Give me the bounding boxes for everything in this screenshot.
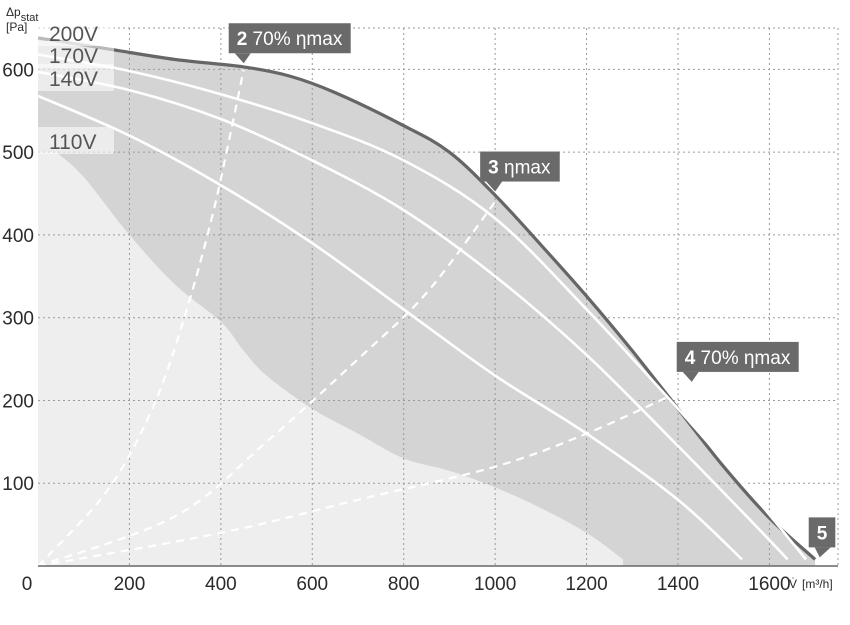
operating-line-2 <box>37 69 245 567</box>
curve-140v <box>37 70 789 561</box>
point-label-5: 5 <box>808 517 836 558</box>
voltage-label-bg <box>36 64 114 91</box>
voltage-label-bg <box>36 127 114 154</box>
point-caption: 70% ηmax <box>247 29 343 50</box>
voltage-curves <box>37 36 817 561</box>
y-label-main: Δp <box>6 5 21 19</box>
point-label-2: 2 70% ηmax <box>228 23 351 64</box>
operating-lines <box>37 69 679 568</box>
tick-labels: 0 200 400 600 800 1000 1200 1400 1600 100 200 300 40… <box>2 60 790 595</box>
x-tick-label: 0 <box>22 574 33 595</box>
point-number: 2 <box>237 29 248 50</box>
point-label-text: 3 ηmax <box>488 158 551 179</box>
x-tick-label: 800 <box>388 574 420 595</box>
y-axis-title: Δpstat [Pa] <box>6 5 38 34</box>
curve-200v <box>37 36 817 561</box>
point-label-box <box>676 341 799 372</box>
voltage-label-140v: 140V <box>49 68 98 91</box>
operating-line-3 <box>37 201 496 568</box>
point-caption: ηmax <box>499 158 551 179</box>
y-tick-label: 100 <box>2 474 34 495</box>
curve-110v <box>37 94 743 561</box>
point-label-box <box>480 151 560 182</box>
x-tick-label: 200 <box>114 574 146 595</box>
y-tick-label: 500 <box>2 143 34 164</box>
point-label-box <box>808 517 836 548</box>
x-axis-title: V̇ [m³/h] <box>789 577 833 591</box>
point-labels: 2 70% ηmax 3 ηmax 4 70% ηmax 5 <box>228 23 836 558</box>
point-label-text: 2 70% ηmax <box>237 29 343 50</box>
y-axis-label: Δpstat <box>6 5 38 24</box>
x-tick-label: 1600 <box>748 574 790 595</box>
low-voltage-area <box>38 152 624 566</box>
point-label-pointer <box>682 371 699 382</box>
voltage-label-bg <box>36 41 114 68</box>
y-tick-label: 200 <box>2 391 34 412</box>
x-axis-unit: [m³/h] <box>802 577 833 591</box>
y-label-sub: stat <box>21 12 39 24</box>
x-axis-label: V̇ <box>789 577 797 591</box>
point-label-4: 4 70% ηmax <box>676 341 799 382</box>
voltage-label-110v: 110V <box>49 131 97 154</box>
grid-lines <box>38 27 839 566</box>
x-tick-label: 400 <box>205 574 237 595</box>
voltage-label-170v: 170V <box>49 45 98 68</box>
y-axis-unit: [Pa] <box>6 20 27 34</box>
point-label-pointer <box>814 547 831 558</box>
y-tick-label: 300 <box>2 309 34 330</box>
x-tick-label: 1400 <box>657 574 699 595</box>
y-tick-label: 600 <box>2 60 34 81</box>
x-tick-label: 600 <box>296 574 328 595</box>
x-tick-label: 1200 <box>565 574 607 595</box>
point-number: 5 <box>817 523 828 544</box>
point-caption: 70% ηmax <box>695 348 791 369</box>
x-tick-label: 1000 <box>474 574 516 595</box>
operating-line-4 <box>37 391 679 568</box>
point-number: 3 <box>488 158 499 179</box>
curve-170v <box>37 53 808 561</box>
point-label-box <box>228 23 351 54</box>
point-label-pointer <box>486 181 503 192</box>
point-label-text: 5 <box>817 523 828 544</box>
voltage-label-200v: 200V <box>49 23 98 46</box>
y-tick-label: 400 <box>2 226 34 247</box>
point-label-text: 4 70% ηmax <box>685 348 791 369</box>
point-label-3: 3 ηmax <box>480 151 560 192</box>
voltage-label-bg <box>36 19 114 46</box>
point-number: 4 <box>685 348 696 369</box>
point-label-pointer <box>234 53 251 64</box>
